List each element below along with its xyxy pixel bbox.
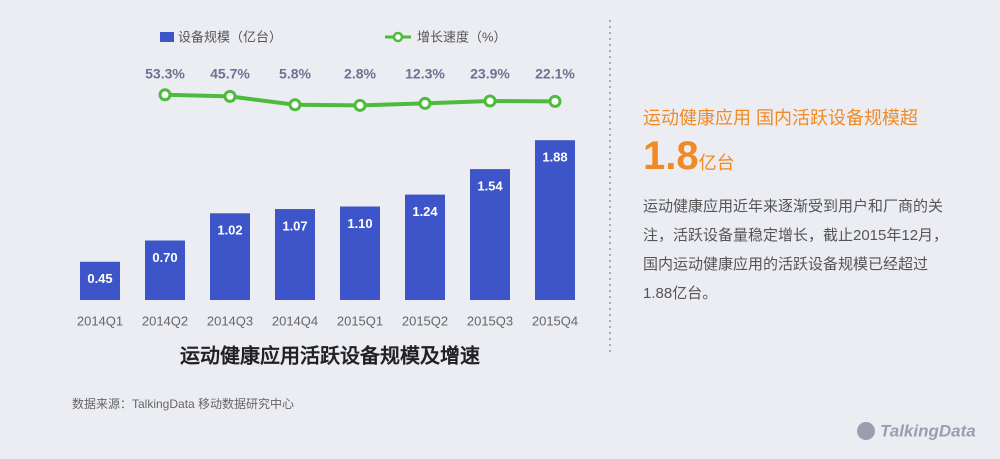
growth-label: 45.7% xyxy=(210,66,250,82)
bar xyxy=(470,169,510,300)
x-tick-label: 2015Q1 xyxy=(337,313,383,328)
highlight-unit: 亿台 xyxy=(698,153,735,173)
growth-point xyxy=(483,94,497,108)
bar xyxy=(340,206,380,300)
growth-label: 23.9% xyxy=(470,66,510,82)
headline: 运动健康应用 国内活跃设备规模超 xyxy=(643,108,918,128)
bar xyxy=(145,240,185,300)
legend-label: 增长速度（%） xyxy=(417,29,507,44)
bar xyxy=(275,209,315,300)
bar xyxy=(210,213,250,300)
x-tick-label: 2014Q3 xyxy=(207,313,253,328)
growth-label: 12.3% xyxy=(405,66,445,82)
logo: TalkingData xyxy=(880,421,976,440)
source: 数据来源：TalkingData 移动数据研究中心 xyxy=(72,396,294,411)
logo-icon xyxy=(857,422,875,440)
growth-label: 2.8% xyxy=(344,66,376,82)
growth-point xyxy=(223,89,237,103)
growth-label: 53.3% xyxy=(145,66,185,82)
x-tick-label: 2014Q4 xyxy=(272,313,318,328)
bar-label: 1.24 xyxy=(412,204,438,219)
x-tick-label: 2015Q4 xyxy=(532,313,578,328)
bar-label: 1.54 xyxy=(477,179,503,194)
growth-point xyxy=(353,98,367,112)
bar-label: 1.07 xyxy=(282,218,307,233)
body-text: 运动健康应用近年来逐渐受到用户和厂商的关注，活跃设备量稳定增长，截止2015年1… xyxy=(643,198,949,302)
bar xyxy=(535,140,575,300)
growth-label: 22.1% xyxy=(535,66,575,82)
bar-label: 1.88 xyxy=(542,150,567,165)
legend-marker xyxy=(392,31,404,43)
x-tick-label: 2014Q2 xyxy=(142,313,188,328)
x-tick-label: 2014Q1 xyxy=(77,313,123,328)
bar-label: 1.02 xyxy=(217,223,242,238)
growth-point xyxy=(288,98,302,112)
legend-swatch xyxy=(160,32,174,42)
growth-point xyxy=(418,96,432,110)
highlight: 1.8 xyxy=(643,134,699,178)
highlight-row: 1.8亿台 xyxy=(643,134,735,179)
x-tick-label: 2015Q3 xyxy=(467,313,513,328)
bar xyxy=(405,194,445,300)
legend-label: 设备规模（亿台） xyxy=(178,29,282,44)
growth-point xyxy=(158,88,172,102)
growth-point xyxy=(548,94,562,108)
bar-label: 0.45 xyxy=(87,271,112,286)
chart-title: 运动健康应用活跃设备规模及增速 xyxy=(180,343,480,367)
bar-label: 1.10 xyxy=(347,216,372,231)
x-tick-label: 2015Q2 xyxy=(402,313,448,328)
bar xyxy=(80,261,120,300)
bar-label: 0.70 xyxy=(152,250,177,265)
growth-label: 5.8% xyxy=(279,66,311,82)
